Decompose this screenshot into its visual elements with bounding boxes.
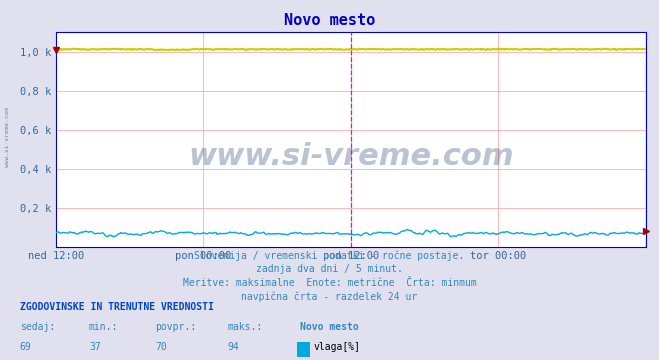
Text: navpična črta - razdelek 24 ur: navpična črta - razdelek 24 ur: [241, 291, 418, 302]
Text: 37: 37: [89, 342, 101, 352]
Text: Novo mesto: Novo mesto: [300, 322, 358, 332]
Text: ZGODOVINSKE IN TRENUTNE VREDNOSTI: ZGODOVINSKE IN TRENUTNE VREDNOSTI: [20, 302, 214, 312]
Text: Slovenija / vremenski podatki - ročne postaje.: Slovenija / vremenski podatki - ročne po…: [194, 250, 465, 261]
Text: zadnja dva dni / 5 minut.: zadnja dva dni / 5 minut.: [256, 264, 403, 274]
Text: 94: 94: [227, 342, 239, 352]
Text: maks.:: maks.:: [227, 322, 262, 332]
Text: Novo mesto: Novo mesto: [284, 13, 375, 28]
Text: 69: 69: [20, 342, 32, 352]
Text: www.si-vreme.com: www.si-vreme.com: [5, 107, 11, 167]
Text: sedaj:: sedaj:: [20, 322, 55, 332]
Text: Meritve: maksimalne  Enote: metrične  Črta: minmum: Meritve: maksimalne Enote: metrične Črta…: [183, 278, 476, 288]
Text: povpr.:: povpr.:: [155, 322, 196, 332]
Text: vlaga[%]: vlaga[%]: [313, 342, 360, 352]
Text: min.:: min.:: [89, 322, 119, 332]
Text: 70: 70: [155, 342, 167, 352]
Text: www.si-vreme.com: www.si-vreme.com: [188, 142, 514, 171]
